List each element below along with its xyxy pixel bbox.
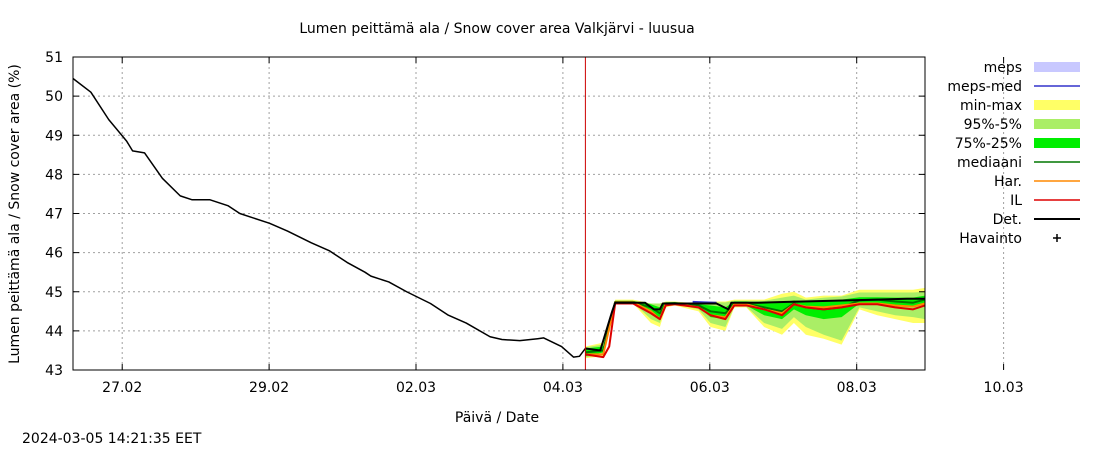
y-tick-label-4: 47: [45, 207, 63, 223]
forecast-bands: [585, 287, 925, 359]
x-axis-ticks: 27.02 29.02 02.03 04.03 06.03 08.03 10.03: [102, 57, 1024, 396]
legend-label-6: Har.: [994, 174, 1022, 190]
y-axis-label: Lumen peittämä ala / Snow cover area (%): [7, 64, 23, 364]
legend-label-9: Havainto: [959, 231, 1022, 247]
x-tick-label-0: 27.02: [102, 380, 142, 396]
chart-title: Lumen peittämä ala / Snow cover area Val…: [299, 21, 694, 37]
x-tick-label-3: 04.03: [543, 380, 583, 396]
series-det: [585, 297, 925, 352]
x-tick-label-1: 29.02: [249, 380, 289, 396]
x-tick-label-5: 08.03: [837, 380, 877, 396]
x-tick-label-4: 06.03: [690, 380, 730, 396]
legend-label-8: Det.: [993, 212, 1022, 228]
x-tick-label-6: 10.03: [984, 380, 1024, 396]
legend-swatch-3: [1034, 119, 1080, 129]
legend-label-4: 75%-25%: [955, 136, 1022, 152]
y-tick-label-2: 45: [45, 285, 63, 301]
legend: meps meps-med min-max 95%-5% 75%-25% mediaani…: [947, 60, 1080, 247]
legend-swatch-4: [1034, 138, 1080, 148]
x-tick-label-2: 02.03: [396, 380, 436, 396]
legend-swatch-0: [1034, 62, 1080, 72]
timestamp: 2024-03-05 14:21:35 EET: [22, 431, 202, 447]
legend-label-0: meps: [984, 60, 1022, 76]
grid-lines: [73, 57, 1005, 370]
y-tick-label-5: 48: [45, 167, 63, 183]
legend-label-1: meps-med: [947, 79, 1022, 95]
y-tick-label-3: 46: [45, 246, 63, 262]
y-tick-label-6: 49: [45, 128, 63, 144]
band-75-25: [585, 295, 925, 357]
observed-line: [72, 77, 586, 358]
y-tick-label-1: 44: [45, 324, 63, 340]
y-tick-label-7: 50: [45, 89, 63, 105]
legend-swatch-2: [1034, 100, 1080, 110]
legend-label-2: min-max: [960, 98, 1022, 114]
y-axis-ticks: 43 44 45 46 47 48 49 50 51: [45, 50, 925, 379]
y-tick-label-0: 43: [45, 363, 63, 379]
legend-label-7: IL: [1010, 193, 1022, 209]
legend-label-5: mediaani: [957, 155, 1022, 171]
x-axis-label: Päivä / Date: [455, 410, 539, 426]
series-lines: [72, 77, 926, 359]
legend-label-3: 95%-5%: [964, 117, 1022, 133]
y-tick-label-8: 51: [45, 50, 63, 66]
